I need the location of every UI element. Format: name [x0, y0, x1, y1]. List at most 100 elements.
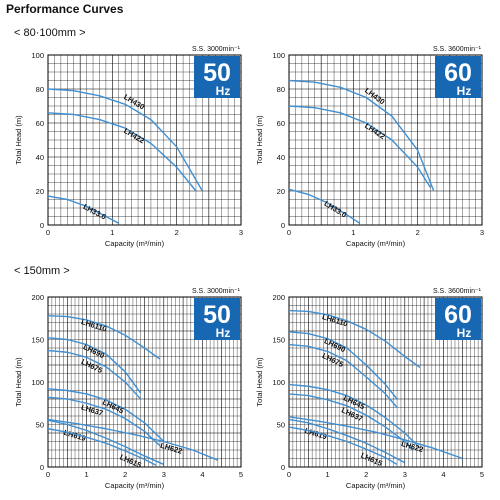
x-tick-label: 5 — [239, 470, 243, 479]
series-line-lh615 — [47, 428, 157, 466]
y-axis-label: Total Head (m) — [255, 357, 264, 407]
x-tick-label: 0 — [287, 228, 291, 237]
chart-1-60hz: 0 1 2 3 0 20 40 60 80 100 Capacity (m³/min) Total H… — [255, 46, 484, 248]
series-line-lh622 — [47, 418, 219, 461]
x-tick-label: 2 — [123, 470, 127, 479]
series-line-lh690 — [288, 331, 398, 400]
x-axis-label: Capacity (m³/min) — [346, 239, 406, 248]
frequency-badge — [194, 298, 240, 340]
y-tick-label: 150 — [31, 336, 44, 345]
x-tick-label: 3 — [480, 228, 484, 237]
speed-label: S.S. 3000min⁻¹ — [192, 46, 241, 53]
frequency-badge-unit: Hz — [457, 326, 472, 340]
speed-label: S.S. 3600min⁻¹ — [433, 46, 482, 53]
series-line-lh422 — [288, 105, 432, 188]
x-tick-label: 2 — [175, 228, 179, 237]
series-label: LH6110 — [321, 312, 349, 328]
frequency-badge-unit: Hz — [457, 84, 472, 98]
x-axis-label: Capacity (m³/min) — [346, 481, 406, 490]
y-axis-label: Total Head (m) — [14, 357, 23, 407]
y-tick-label: 200 — [31, 293, 44, 302]
series-line-lh619 — [47, 419, 165, 466]
x-tick-label: 0 — [287, 470, 291, 479]
y-tick-label: 80 — [277, 85, 285, 94]
section-label-80-100mm: < 80·100mm > — [14, 27, 86, 39]
plot-frame — [288, 54, 483, 226]
series-label: LH430 — [122, 92, 146, 111]
y-tick-label: 60 — [36, 119, 44, 128]
y-tick-label: 0 — [40, 463, 44, 472]
series-line-lh6110 — [288, 309, 421, 369]
x-tick-label: 0 — [46, 470, 50, 479]
x-tick-label: 1 — [85, 470, 89, 479]
y-tick-label: 0 — [281, 221, 285, 230]
series-line-lh690 — [47, 337, 142, 394]
x-tick-label: 1 — [351, 228, 355, 237]
x-tick-label: 2 — [416, 228, 420, 237]
series-label: LH622 — [159, 441, 183, 456]
y-tick-label: 200 — [272, 293, 285, 302]
page-title: Performance Curves — [6, 2, 124, 16]
series-line-lh675 — [47, 349, 142, 400]
y-tick-label: 100 — [31, 378, 44, 387]
y-axis-label: Total Head (m) — [255, 115, 264, 165]
x-tick-label: 5 — [480, 470, 484, 479]
y-axis-label: Total Head (m) — [14, 115, 23, 165]
plot-frame — [47, 296, 242, 468]
y-tick-label: 40 — [277, 153, 285, 162]
frequency-badge — [435, 56, 481, 98]
series-label: LH615 — [359, 451, 383, 468]
series-line-lh430 — [288, 79, 435, 192]
frequency-badge-value: 50 — [203, 59, 231, 87]
series-line-lh422 — [47, 112, 197, 192]
frequency-badge-unit: Hz — [216, 84, 231, 98]
y-tick-label: 20 — [277, 187, 285, 196]
series-line-lh637 — [47, 396, 161, 447]
y-tick-label: 50 — [277, 421, 285, 430]
y-tick-label: 0 — [40, 221, 44, 230]
x-tick-label: 3 — [239, 228, 243, 237]
y-tick-label: 150 — [272, 336, 285, 345]
y-tick-label: 100 — [272, 51, 285, 60]
chart-0-50hz: 0 1 2 3 0 20 40 60 80 100 Capacity (m³/min) Total H… — [14, 46, 243, 248]
x-tick-label: 3 — [162, 470, 166, 479]
series-line-lh6110 — [47, 315, 161, 360]
plot-frame — [47, 54, 242, 226]
section-label-150mm: < 150mm > — [14, 265, 70, 277]
x-tick-label: 1 — [110, 228, 114, 237]
series-line-lh619 — [288, 418, 406, 464]
series-label: LH422 — [363, 121, 387, 141]
frequency-badge — [435, 298, 481, 340]
series-line-lh645 — [47, 388, 165, 443]
series-label: LH422 — [122, 126, 146, 145]
y-tick-label: 60 — [277, 119, 285, 128]
x-tick-label: 4 — [200, 470, 204, 479]
frequency-badge-value: 60 — [444, 301, 472, 329]
series-line-lh645 — [288, 383, 421, 449]
y-tick-label: 50 — [36, 421, 44, 430]
series-line-lh622 — [288, 416, 463, 460]
x-axis-label: Capacity (m³/min) — [105, 239, 165, 248]
speed-label: S.S. 3600min⁻¹ — [433, 288, 482, 295]
x-axis-label: Capacity (m³/min) — [105, 481, 165, 490]
y-tick-label: 100 — [272, 378, 285, 387]
x-tick-label: 3 — [403, 470, 407, 479]
y-tick-label: 100 — [31, 51, 44, 60]
frequency-badge-value: 60 — [444, 59, 472, 87]
x-tick-label: 1 — [326, 470, 330, 479]
y-tick-label: 20 — [36, 187, 44, 196]
series-line-lh675 — [288, 343, 398, 408]
frequency-badge-unit: Hz — [216, 326, 231, 340]
plot-frame — [288, 296, 483, 468]
y-tick-label: 40 — [36, 153, 44, 162]
speed-label: S.S. 3000min⁻¹ — [192, 288, 241, 295]
series-line-lh430 — [47, 88, 204, 192]
series-line-lh615 — [288, 426, 398, 466]
x-tick-label: 0 — [46, 228, 50, 237]
series-label: LH33.0 — [82, 202, 108, 221]
series-line-lh33-0 — [47, 195, 120, 224]
